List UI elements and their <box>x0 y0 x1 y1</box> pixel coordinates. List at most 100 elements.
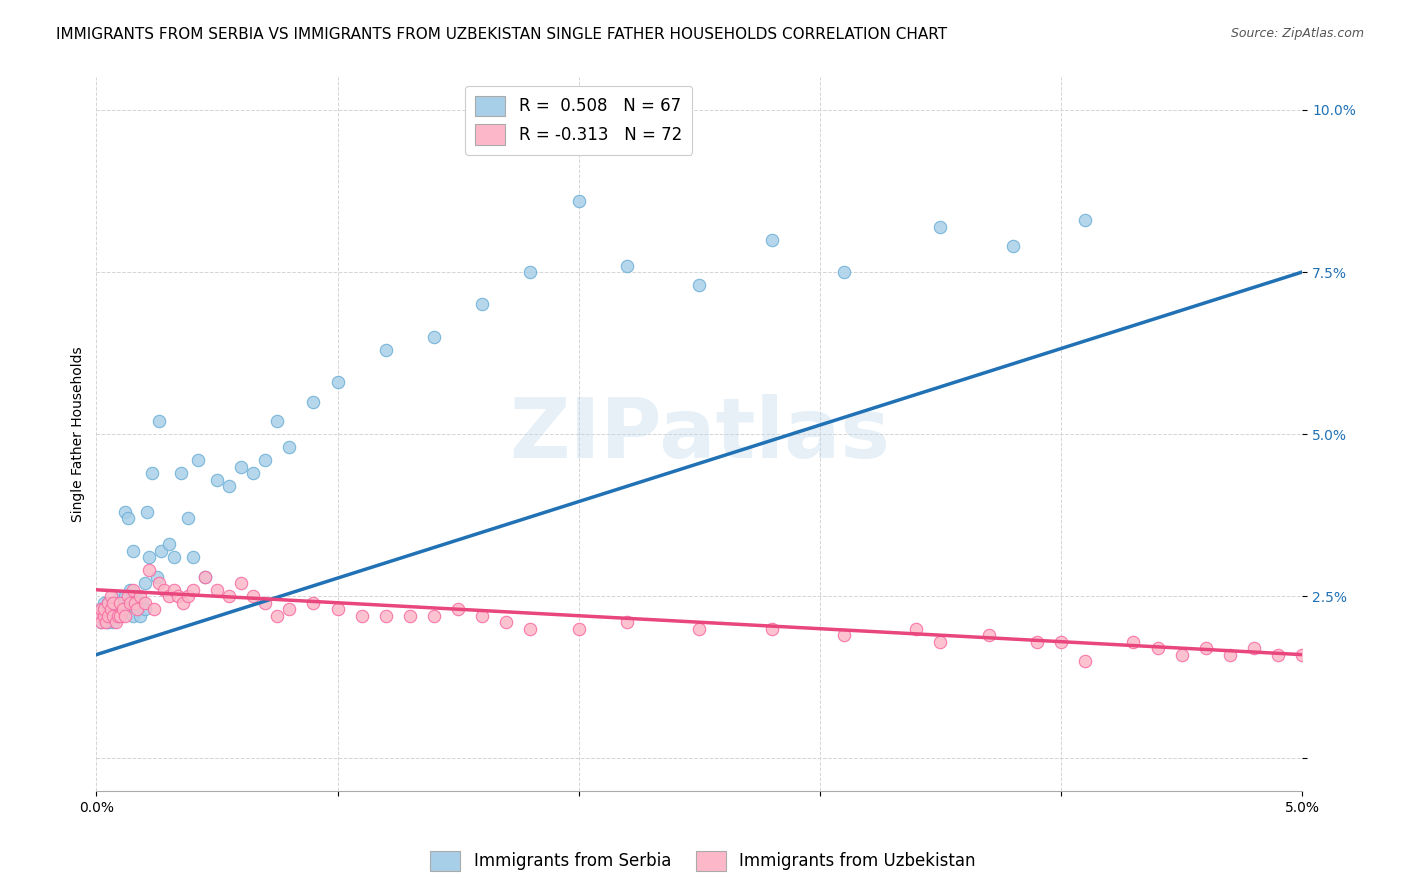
Point <box>148 576 170 591</box>
Y-axis label: Single Father Households: Single Father Households <box>72 346 86 522</box>
Point <box>167 589 190 603</box>
Text: ZIPatlas: ZIPatlas <box>509 393 890 475</box>
Point <box>111 602 134 616</box>
Point <box>278 602 301 616</box>
Point <box>134 576 156 591</box>
Point <box>134 596 156 610</box>
Point <box>103 596 125 610</box>
Point <box>350 608 373 623</box>
Point <box>326 376 349 390</box>
Point <box>87 608 110 623</box>
Point <box>104 608 127 623</box>
Point <box>170 466 193 480</box>
Point <box>1146 641 1168 656</box>
Point <box>423 608 446 623</box>
Point <box>127 602 149 616</box>
Text: IMMIGRANTS FROM SERBIA VS IMMIGRANTS FROM UZBEKISTAN SINGLE FATHER HOUSEHOLDS CO: IMMIGRANTS FROM SERBIA VS IMMIGRANTS FRO… <box>56 27 948 42</box>
Point <box>114 608 136 623</box>
Point <box>136 505 159 519</box>
Point <box>218 479 240 493</box>
Point <box>1122 634 1144 648</box>
Point <box>832 628 855 642</box>
Point <box>93 608 115 623</box>
Point <box>568 622 591 636</box>
Point <box>326 602 349 616</box>
Point <box>124 589 146 603</box>
Point <box>1074 213 1097 227</box>
Point <box>111 602 134 616</box>
Point <box>97 615 120 630</box>
Point <box>97 596 120 610</box>
Point <box>266 608 288 623</box>
Point <box>242 466 264 480</box>
Point <box>688 277 710 292</box>
Point <box>374 608 396 623</box>
Point <box>229 576 252 591</box>
Point <box>181 550 204 565</box>
Point <box>761 622 783 636</box>
Point <box>143 602 166 616</box>
Point <box>447 602 470 616</box>
Point <box>145 570 167 584</box>
Point <box>1243 641 1265 656</box>
Point <box>110 596 132 610</box>
Point <box>1050 634 1073 648</box>
Point <box>423 330 446 344</box>
Point <box>87 608 110 623</box>
Point <box>121 608 143 623</box>
Point <box>100 602 122 616</box>
Point <box>90 602 112 616</box>
Point <box>124 596 146 610</box>
Point <box>110 608 132 623</box>
Point <box>162 582 184 597</box>
Point <box>399 608 422 623</box>
Point <box>110 608 132 623</box>
Point <box>104 615 127 630</box>
Point <box>114 589 136 603</box>
Point <box>93 602 115 616</box>
Point <box>688 622 710 636</box>
Point <box>278 440 301 454</box>
Point <box>107 596 129 610</box>
Point <box>117 589 139 603</box>
Point <box>374 343 396 357</box>
Point <box>131 596 153 610</box>
Point <box>111 596 134 610</box>
Point <box>1267 648 1289 662</box>
Point <box>120 582 142 597</box>
Point <box>929 634 952 648</box>
Point <box>471 297 494 311</box>
Point <box>302 596 325 610</box>
Point <box>148 414 170 428</box>
Point <box>977 628 1000 642</box>
Point <box>93 596 115 610</box>
Point <box>104 602 127 616</box>
Point <box>90 615 112 630</box>
Point <box>94 615 117 630</box>
Point <box>128 589 150 603</box>
Point <box>495 615 517 630</box>
Point <box>229 459 252 474</box>
Point <box>1170 648 1192 662</box>
Legend: Immigrants from Serbia, Immigrants from Uzbekistan: Immigrants from Serbia, Immigrants from … <box>422 842 984 880</box>
Point <box>568 194 591 208</box>
Point <box>302 394 325 409</box>
Point <box>153 582 176 597</box>
Point <box>150 544 173 558</box>
Point <box>205 582 228 597</box>
Point <box>1219 648 1241 662</box>
Point <box>121 544 143 558</box>
Point <box>107 608 129 623</box>
Point <box>121 582 143 597</box>
Point <box>832 265 855 279</box>
Point <box>254 453 277 467</box>
Point <box>181 582 204 597</box>
Point <box>616 615 638 630</box>
Point <box>266 414 288 428</box>
Point <box>97 608 120 623</box>
Point <box>1195 641 1218 656</box>
Point <box>177 511 200 525</box>
Point <box>103 615 125 630</box>
Point <box>242 589 264 603</box>
Point <box>1001 239 1024 253</box>
